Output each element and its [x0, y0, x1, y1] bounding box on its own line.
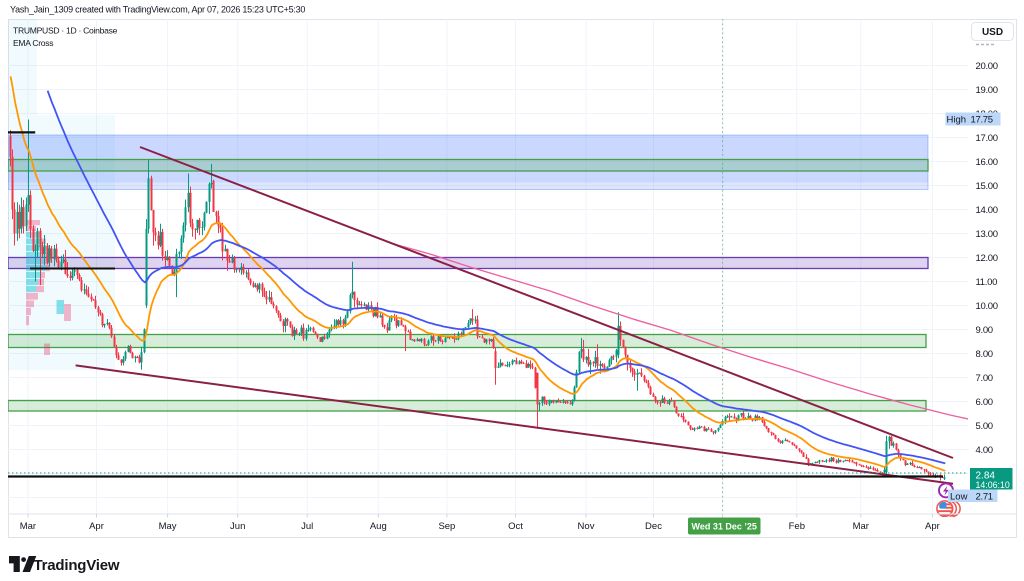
- svg-text:Dec: Dec: [645, 521, 662, 532]
- svg-text:Aug: Aug: [370, 521, 387, 532]
- svg-text:8.00: 8.00: [976, 349, 993, 360]
- svg-text:Jul: Jul: [301, 521, 313, 532]
- svg-text:17.00: 17.00: [976, 133, 998, 144]
- svg-text:Jun: Jun: [230, 521, 245, 532]
- svg-text:6.00: 6.00: [976, 397, 993, 408]
- svg-text:May: May: [159, 521, 177, 532]
- svg-text:14:06:10: 14:06:10: [976, 480, 1010, 490]
- svg-text:Sep: Sep: [438, 521, 455, 532]
- svg-text:EMA Cross: EMA Cross: [13, 38, 53, 48]
- svg-text:2.84: 2.84: [976, 471, 996, 482]
- svg-text:17.75: 17.75: [971, 115, 993, 126]
- svg-text:Low: Low: [950, 492, 968, 503]
- svg-text:TradingView: TradingView: [34, 557, 120, 574]
- svg-text:Nov: Nov: [578, 521, 595, 532]
- svg-text:20.00: 20.00: [976, 61, 998, 72]
- svg-text:12.00: 12.00: [976, 253, 998, 264]
- svg-text:19.00: 19.00: [976, 85, 998, 96]
- svg-text:4.00: 4.00: [976, 445, 993, 456]
- svg-text:Yash_Jain_1309 created with Tr: Yash_Jain_1309 created with TradingView.…: [10, 5, 305, 15]
- svg-text:Oct: Oct: [508, 521, 523, 532]
- svg-text:TRUMPUSD · 1D · Coinbase: TRUMPUSD · 1D · Coinbase: [13, 26, 118, 36]
- svg-text:USD: USD: [982, 27, 1003, 38]
- svg-text:9.00: 9.00: [976, 325, 993, 336]
- svg-text:5.00: 5.00: [976, 421, 993, 432]
- svg-text:16.00: 16.00: [976, 157, 998, 168]
- svg-text:Feb: Feb: [789, 521, 805, 532]
- svg-text:11.00: 11.00: [976, 277, 998, 288]
- svg-text:2.71: 2.71: [976, 492, 993, 503]
- svg-text:Mar: Mar: [20, 521, 36, 532]
- svg-text:Wed 31 Dec ’25: Wed 31 Dec ’25: [692, 522, 757, 532]
- svg-text:15.00: 15.00: [976, 181, 998, 192]
- svg-text:7.00: 7.00: [976, 373, 993, 384]
- svg-text:High: High: [947, 115, 967, 126]
- svg-text:Mar: Mar: [853, 521, 869, 532]
- svg-text:13.00: 13.00: [976, 229, 998, 240]
- svg-text:14.00: 14.00: [976, 205, 998, 216]
- svg-text:Apr: Apr: [89, 521, 104, 532]
- svg-text:10.00: 10.00: [976, 301, 998, 312]
- svg-text:Apr: Apr: [925, 521, 940, 532]
